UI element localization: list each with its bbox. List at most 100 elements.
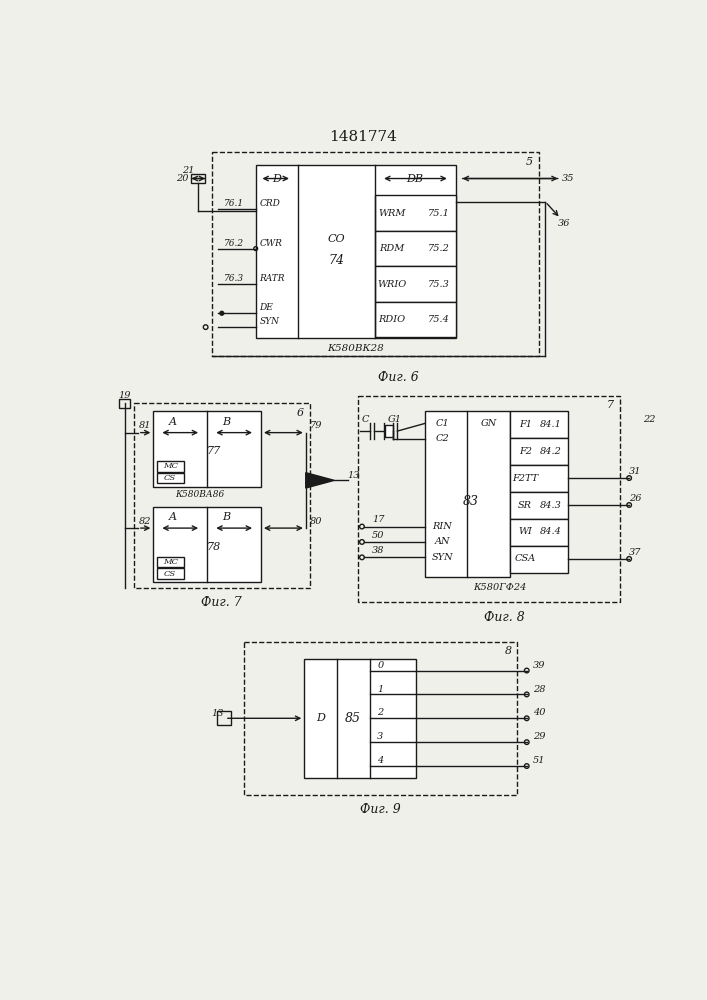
Bar — [134, 403, 310, 588]
Bar — [375, 195, 456, 231]
Bar — [358, 396, 620, 602]
Text: WRM: WRM — [378, 209, 406, 218]
Text: 51: 51 — [533, 756, 545, 765]
Bar — [157, 461, 184, 472]
Text: 5: 5 — [526, 157, 533, 167]
Text: 26: 26 — [629, 494, 641, 503]
Text: К580ГФ24: К580ГФ24 — [473, 583, 527, 592]
Text: 17: 17 — [372, 515, 385, 524]
Bar — [256, 165, 456, 338]
Text: 20: 20 — [176, 174, 189, 183]
Text: 36: 36 — [557, 219, 570, 228]
Text: 40: 40 — [533, 708, 545, 717]
Bar — [244, 642, 518, 795]
Text: D: D — [272, 174, 281, 184]
Text: G1: G1 — [387, 415, 402, 424]
Text: 22: 22 — [643, 415, 655, 424]
Text: MC: MC — [163, 558, 177, 566]
Text: 29: 29 — [533, 732, 545, 741]
Text: Фиг. 7: Фиг. 7 — [201, 596, 243, 609]
Text: RDIO: RDIO — [378, 315, 406, 324]
Text: Фиг. 8: Фиг. 8 — [484, 611, 525, 624]
Text: 76.3: 76.3 — [224, 274, 244, 283]
Bar — [510, 546, 568, 573]
Bar — [191, 174, 205, 183]
Text: GN: GN — [481, 419, 497, 428]
Text: 84.3: 84.3 — [539, 500, 561, 510]
Text: RDM: RDM — [380, 244, 404, 253]
Bar — [212, 152, 539, 356]
Text: CS: CS — [164, 570, 176, 578]
Bar — [119, 399, 130, 408]
Text: SR: SR — [518, 500, 532, 510]
Bar — [385, 425, 393, 437]
Bar — [510, 465, 568, 492]
Bar — [153, 411, 261, 487]
Text: 75.3: 75.3 — [428, 280, 450, 289]
Text: 13: 13 — [347, 471, 360, 480]
Bar — [375, 266, 456, 302]
Text: RATR: RATR — [259, 274, 285, 283]
Text: C2: C2 — [435, 434, 449, 443]
Text: F2: F2 — [519, 447, 532, 456]
Circle shape — [220, 311, 223, 315]
Text: 1: 1 — [378, 685, 384, 694]
Bar — [157, 568, 184, 579]
Text: DB: DB — [407, 174, 423, 184]
Text: CO: CO — [328, 234, 345, 244]
Bar — [510, 519, 568, 546]
Text: 6: 6 — [297, 408, 304, 418]
Text: 7: 7 — [607, 400, 614, 410]
Bar — [375, 231, 456, 266]
Text: D: D — [316, 713, 325, 723]
Text: 19: 19 — [119, 391, 131, 400]
Text: DE: DE — [259, 303, 274, 312]
Text: 78: 78 — [206, 542, 221, 552]
Text: 80: 80 — [310, 517, 322, 526]
Text: Фиг. 9: Фиг. 9 — [360, 803, 401, 816]
Bar — [375, 302, 456, 337]
Text: CSA: CSA — [515, 554, 536, 563]
Text: 35: 35 — [562, 174, 575, 183]
Text: 82: 82 — [139, 517, 151, 526]
Text: F2TT: F2TT — [512, 474, 538, 483]
Text: 84.1: 84.1 — [539, 420, 561, 429]
Bar — [510, 411, 568, 438]
Bar — [153, 507, 261, 582]
Text: 8: 8 — [505, 646, 512, 656]
Text: 21: 21 — [182, 166, 195, 175]
Text: B: B — [223, 417, 230, 427]
Text: 83: 83 — [463, 495, 479, 508]
Text: 74: 74 — [329, 254, 344, 267]
Text: К580ВА86: К580ВА86 — [175, 490, 224, 499]
Text: B: B — [223, 512, 230, 522]
Text: 81: 81 — [139, 421, 151, 430]
Bar — [157, 557, 184, 567]
Text: CRD: CRD — [259, 199, 281, 208]
Bar — [217, 711, 231, 725]
Bar — [157, 473, 184, 483]
Text: 4: 4 — [378, 756, 384, 765]
Text: 38: 38 — [372, 546, 385, 555]
Text: SYN: SYN — [431, 553, 453, 562]
Text: 13: 13 — [211, 709, 223, 718]
Text: 1481774: 1481774 — [329, 130, 397, 144]
Text: SYN: SYN — [259, 317, 279, 326]
Text: 77: 77 — [206, 446, 221, 456]
Text: A: A — [168, 417, 177, 427]
Text: F1: F1 — [519, 420, 532, 429]
Text: CS: CS — [164, 474, 176, 482]
Text: 28: 28 — [533, 685, 545, 694]
Text: 31: 31 — [629, 467, 641, 476]
Text: К580ВК28: К580ВК28 — [327, 344, 384, 353]
Bar — [510, 438, 568, 465]
Text: WRIO: WRIO — [378, 280, 407, 289]
Text: 75.2: 75.2 — [428, 244, 450, 253]
Text: 3: 3 — [378, 732, 384, 741]
Text: CWR: CWR — [259, 239, 282, 248]
Text: 37: 37 — [629, 548, 641, 557]
Text: 84.4: 84.4 — [539, 527, 561, 536]
Bar — [304, 659, 416, 778]
Text: 85: 85 — [345, 712, 361, 725]
Text: 50: 50 — [372, 531, 385, 540]
